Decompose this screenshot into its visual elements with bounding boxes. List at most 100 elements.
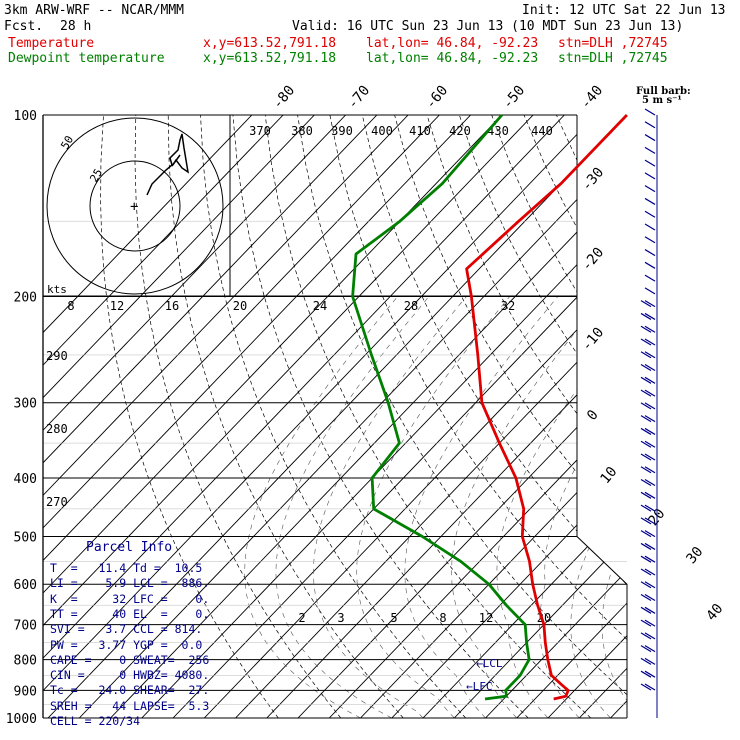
- isotherm-line: [453, 115, 627, 718]
- isotherm-line: [485, 115, 627, 718]
- isotherm-line: [43, 115, 315, 718]
- wind-barb: [640, 504, 652, 512]
- parcel-info-row: CIN = 0 HWBZ= 4080.: [50, 668, 210, 683]
- wind-barb: [644, 594, 656, 602]
- wind-barb: [644, 555, 656, 563]
- isotherm-line: [43, 115, 253, 718]
- wind-barb: [644, 606, 656, 614]
- isotherm-line: [172, 115, 627, 718]
- lcl-marker: ←LCL: [476, 657, 503, 670]
- moist-adiabat: [404, 296, 559, 718]
- isotherm-line: [43, 115, 534, 718]
- isotherm-line: [391, 115, 627, 718]
- temperature-profile: [465, 114, 628, 701]
- right-border: [576, 115, 628, 718]
- theta-label: 380: [291, 124, 313, 138]
- theta-label: 400: [371, 124, 393, 138]
- wind-barb: [644, 185, 656, 193]
- parcel-info-row: K = 32 LFC = 0.: [50, 591, 210, 606]
- pressure-label: 300: [14, 397, 37, 412]
- wind-barb: [644, 415, 656, 423]
- wind-barb: [640, 568, 652, 576]
- init-time: Init: 12 UTC Sat 22 Jun 13: [522, 3, 726, 18]
- hodograph-ring-label: 50: [58, 134, 76, 152]
- temperature-axis-label: 40: [703, 601, 726, 624]
- wind-barb: [644, 479, 656, 487]
- wind-barb: [640, 466, 652, 474]
- moist-adiabat: [496, 296, 627, 718]
- dewpoint-legend: Dewpoint temperature: [8, 51, 165, 66]
- wind-barb: [640, 542, 652, 550]
- speed-axis-label: 16: [165, 299, 179, 313]
- dry-adiabat: [426, 115, 627, 718]
- wind-barb: [644, 134, 656, 142]
- temperature-legend: Temperature: [8, 36, 95, 51]
- wind-barb: [644, 402, 656, 410]
- wind-barb: [644, 466, 656, 474]
- wind-barb: [644, 670, 656, 678]
- wind-barb: [640, 594, 652, 602]
- mixing-ratio-label: 2: [298, 611, 305, 625]
- pressure-label: 500: [14, 530, 37, 545]
- dewpoint-station: stn=DLH ,72745: [558, 51, 668, 66]
- wind-barb: [644, 530, 656, 538]
- pressure-label: 700: [14, 619, 37, 634]
- parcel-info-row: SVI = 3.7 CCL = 814.: [50, 622, 203, 637]
- moist-adiabat: [601, 296, 627, 718]
- wind-barb: [640, 427, 652, 435]
- isotherm-line: [673, 115, 740, 718]
- wind-barb: [640, 479, 652, 487]
- wind-barb: [640, 338, 652, 346]
- pressure-label: 900: [14, 684, 37, 699]
- dry-adiabat: [620, 115, 627, 718]
- hodograph-center: +: [130, 199, 138, 215]
- wind-barb: [644, 427, 656, 435]
- wind-barb: [640, 389, 652, 397]
- pressure-label: 200: [14, 291, 37, 306]
- temperature-axis-label: -80: [270, 83, 299, 113]
- dry-adiabat: [556, 115, 627, 718]
- wind-barb: [644, 517, 656, 525]
- temperature-axis-label: -60: [423, 83, 452, 113]
- moist-adiabat: [313, 296, 467, 718]
- forecast-label: Fcst.: [4, 19, 44, 34]
- isotherm-line: [43, 115, 471, 718]
- theta-label: 390: [331, 124, 353, 138]
- wind-barb: [644, 261, 656, 269]
- wind-barb: [644, 223, 656, 231]
- isotherm-line: [43, 115, 596, 718]
- wind-barb: [640, 351, 652, 359]
- wind-barb: [644, 453, 656, 461]
- wind-barb: [644, 568, 656, 576]
- wind-barb: [640, 645, 652, 653]
- pressure-label: 600: [14, 578, 37, 593]
- parcel-info-title: Parcel Info: [86, 540, 173, 555]
- wind-barb: [640, 312, 652, 320]
- wind-barb: [644, 657, 656, 665]
- wind-barb: [640, 619, 652, 627]
- parcel-info-row: SREH = 44 LAPSE= 5.3: [50, 698, 210, 713]
- theta-label: 440: [531, 124, 553, 138]
- temperature-axis-label: 10: [597, 464, 620, 487]
- wind-barb: [644, 121, 656, 129]
- wind-barb: [644, 338, 656, 346]
- isotherm-line: [422, 115, 627, 718]
- isotherm-line: [736, 115, 740, 718]
- isotherm-line: [704, 115, 740, 718]
- left-theta-label: 280: [46, 422, 68, 436]
- lfc-marker: ←LFC: [466, 680, 493, 693]
- mixing-ratio-label: 8: [439, 611, 446, 625]
- wind-barb: [640, 440, 652, 448]
- isotherm-line: [43, 115, 409, 718]
- parcel-info-row: PW = 3.77 YGP = 0.0: [50, 637, 203, 652]
- wind-barb: [644, 159, 656, 167]
- isotherm-line: [360, 115, 627, 718]
- speed-axis-label: 8: [67, 299, 74, 313]
- temperature-axis-label: -30: [579, 165, 608, 195]
- pressure-label: 100: [14, 109, 37, 124]
- isotherm-line: [141, 115, 627, 718]
- temperature-axis-label: 0: [584, 407, 602, 424]
- hodograph-ring-label: 25: [87, 167, 105, 185]
